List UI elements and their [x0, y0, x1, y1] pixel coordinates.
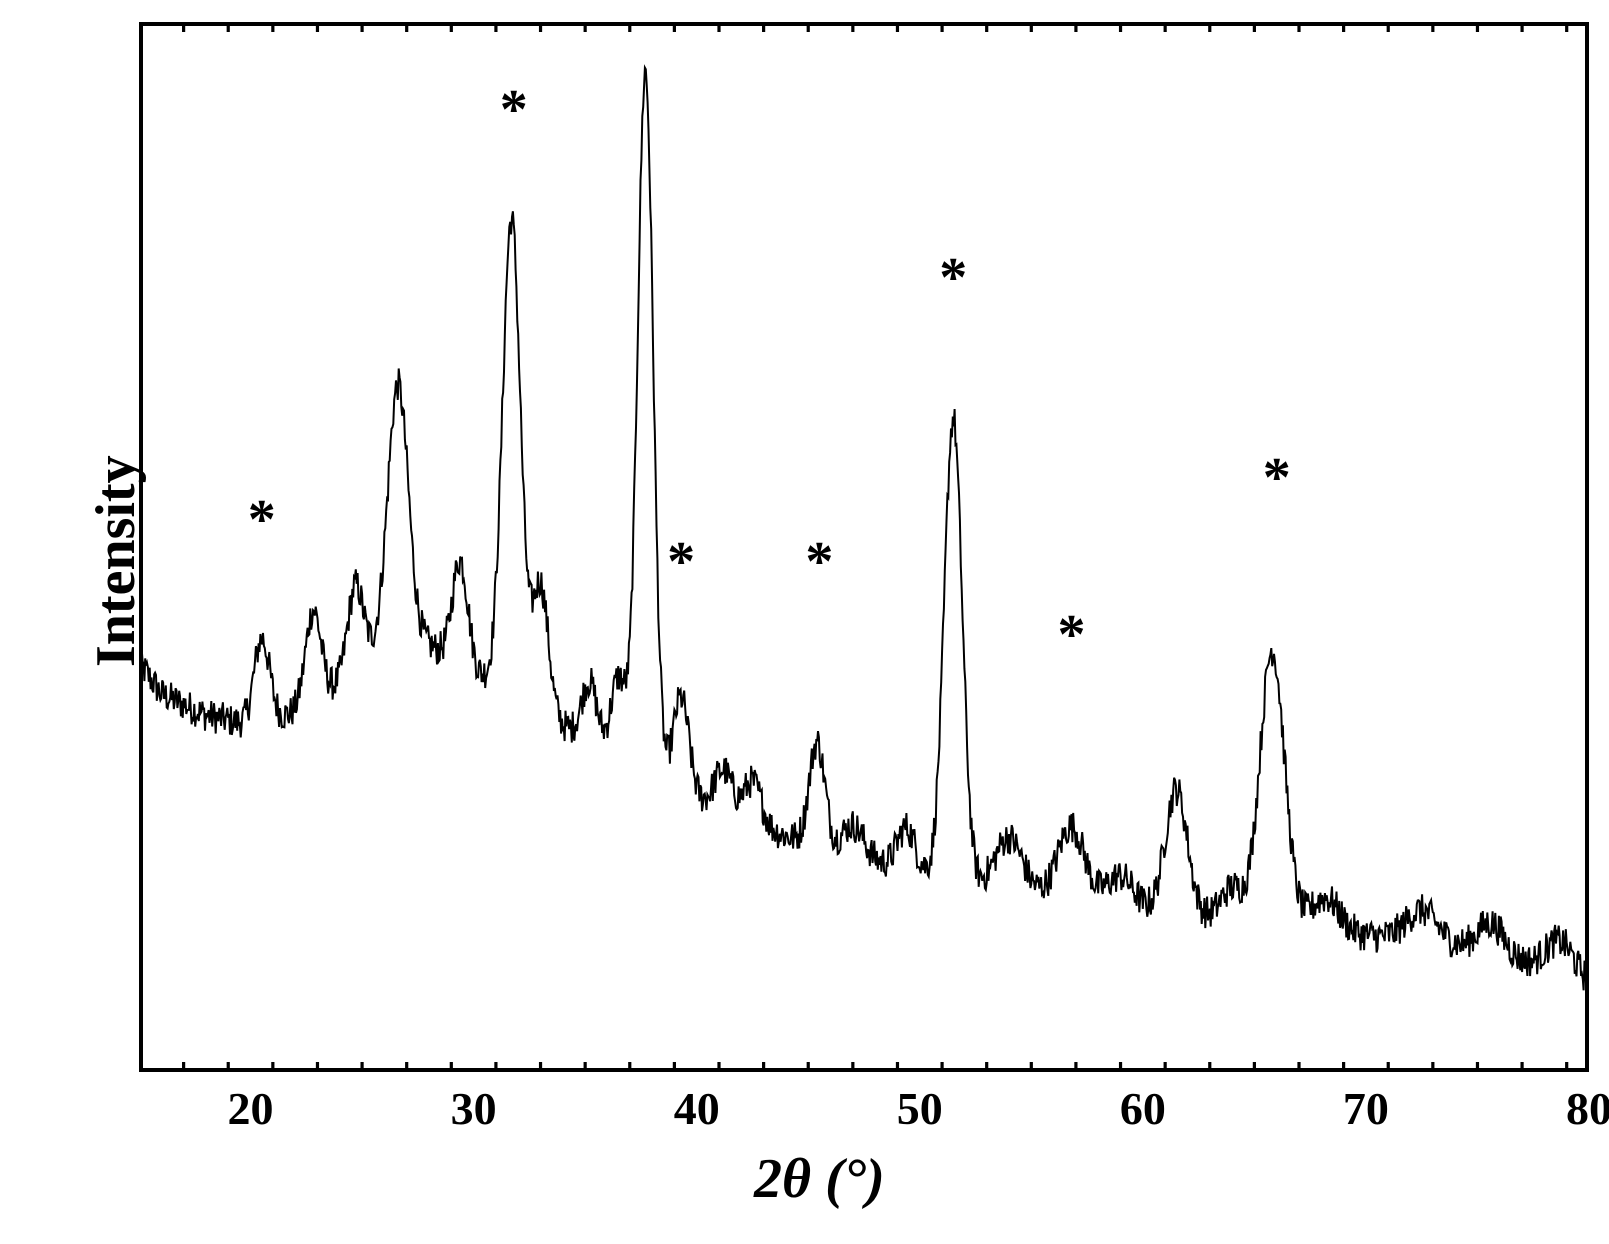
x-tick-label: 80 [1566, 1082, 1609, 1135]
x-tick-label: 40 [674, 1082, 720, 1135]
xrd-figure: 2θ (°) Intensity 20 30 40 50 60 70 80 * * * * * * * [0, 0, 1609, 1244]
peak-star-icon: * [500, 82, 528, 138]
x-tick-label: 50 [897, 1082, 943, 1135]
peak-star-icon: * [667, 534, 695, 590]
peak-star-icon: * [1057, 607, 1085, 663]
peak-star-icon: * [805, 534, 833, 590]
xrd-trace [139, 68, 1589, 992]
peak-star-icon: * [939, 250, 967, 306]
x-tick-label: 70 [1343, 1082, 1389, 1135]
peak-star-icon: * [1263, 450, 1291, 506]
x-tick-label: 30 [451, 1082, 497, 1135]
peak-star-icon: * [248, 492, 276, 548]
x-axis-label: 2θ (°) [754, 1147, 885, 1211]
x-tick-label: 60 [1120, 1082, 1166, 1135]
plot-area [139, 22, 1589, 1072]
y-axis-label: Intensity [84, 455, 148, 667]
x-tick-label: 20 [228, 1082, 274, 1135]
